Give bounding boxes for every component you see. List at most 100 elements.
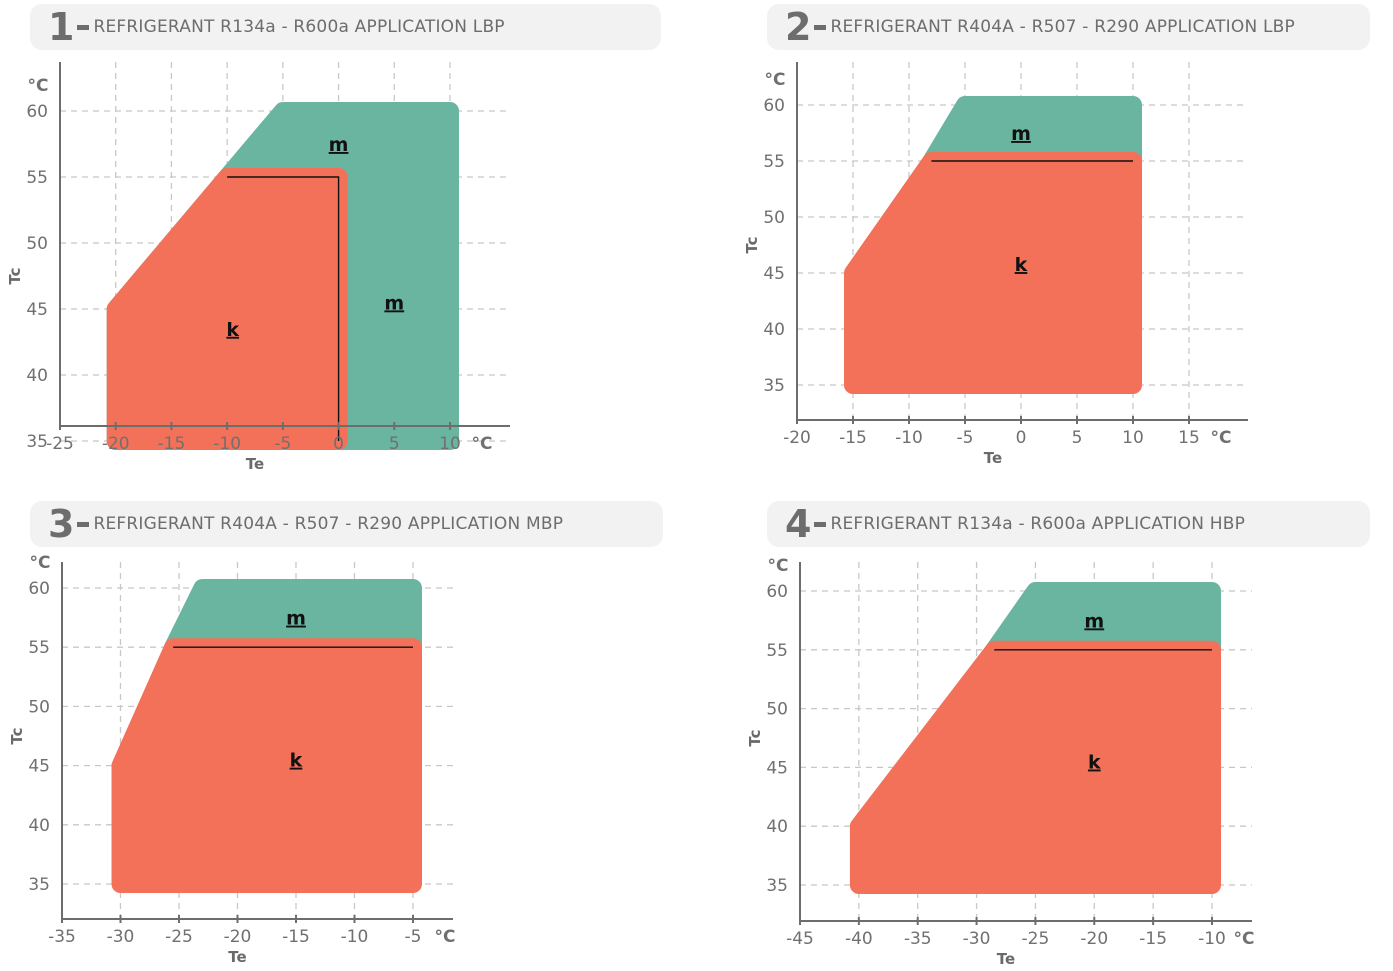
x-tick-label: -15 [158, 434, 186, 454]
panel-header-3: 3 REFRIGERANT R404A - R507 - R290 APPLIC… [30, 501, 663, 547]
y-tick-label: 45 [766, 758, 788, 778]
x-tick-label: -45 [786, 929, 814, 949]
y-tick-label: 40 [766, 817, 788, 837]
y-tick-label: 40 [763, 320, 785, 340]
y-axis-title: Tc [746, 729, 764, 746]
y-tick-label: 55 [763, 152, 785, 172]
x-tick-label: -15 [282, 927, 310, 947]
y-tick-label: 45 [28, 757, 50, 777]
panel-number: 2 [785, 5, 812, 49]
y-tick-label: 60 [26, 102, 48, 122]
envelope-chart-3: m k -35 -30 -25 -20 -15 -10 -5 °C 35 40 45 50 55 60 °C Te… [8, 553, 456, 966]
x-unit-label: °C [1211, 428, 1232, 448]
region-label-m: m [384, 292, 404, 314]
panel-title: REFRIGERANT R134a - R600a APPLICATION LB… [93, 17, 505, 37]
x-tick-label: -5 [957, 428, 974, 448]
y-tick-label: 55 [28, 638, 50, 658]
x-tick-label: 15 [1178, 428, 1200, 448]
x-tick-label: -25 [46, 434, 74, 454]
x-tick-label: -20 [1080, 929, 1108, 949]
region-label-k: k [226, 319, 239, 341]
x-tick-label: -15 [839, 428, 867, 448]
y-tick-label: 35 [766, 876, 788, 896]
y-tick-label: 45 [26, 300, 48, 320]
x-tick-label: -10 [895, 428, 923, 448]
y-tick-label: 60 [763, 96, 785, 116]
y-axis-title: Tc [8, 727, 26, 744]
x-tick-label: 0 [1016, 428, 1027, 448]
x-unit-label: °C [1234, 929, 1255, 949]
dash-icon [814, 24, 827, 30]
y-tick-label: 60 [766, 582, 788, 602]
x-tick-label: -20 [224, 927, 252, 947]
y-axis-title: Tc [6, 267, 24, 284]
panel-number: 4 [785, 502, 812, 546]
envelope-chart-2: m k -20 -15 -10 -5 0 5 10 15 °C 35 40 45 50 55 60 °C Te Tc [743, 62, 1248, 467]
panel-title: REFRIGERANT R134a - R600a APPLICATION HB… [830, 514, 1246, 534]
x-tick-label: 10 [439, 434, 461, 454]
y-axis-title: Tc [743, 236, 761, 253]
region-k [111, 638, 422, 893]
x-tick-label: 5 [389, 434, 400, 454]
region-label-m: m [329, 134, 349, 156]
region-label-k: k [1015, 254, 1028, 276]
y-unit-label: °C [765, 70, 786, 90]
envelope-chart-4: m k -45 -40 -35 -30 -25 -20 -15 -10 °C 35 40 45 50 55 60… [746, 556, 1255, 968]
x-tick-label: -20 [783, 428, 811, 448]
y-tick-label: 40 [28, 816, 50, 836]
x-tick-label: -5 [405, 927, 422, 947]
x-tick-label: -10 [341, 927, 369, 947]
x-tick-label: -30 [963, 929, 991, 949]
y-tick-label: 35 [28, 875, 50, 895]
region-label-m: m [1084, 610, 1104, 632]
y-tick-label: 60 [28, 579, 50, 599]
x-tick-label: -25 [165, 927, 193, 947]
y-tick-label: 45 [763, 264, 785, 284]
x-tick-label: -25 [1022, 929, 1050, 949]
y-tick-label: 50 [766, 700, 788, 720]
x-tick-label: 5 [1072, 428, 1083, 448]
panel-title: REFRIGERANT R404A - R507 - R290 APPLICAT… [93, 514, 564, 534]
x-tick-label: 10 [1122, 428, 1144, 448]
y-unit-label: °C [30, 553, 51, 573]
x-tick-label: -35 [904, 929, 932, 949]
x-tick-label: -20 [102, 434, 130, 454]
x-tick-label: 0 [333, 434, 344, 454]
y-tick-label: 40 [26, 366, 48, 386]
x-tick-label: -5 [274, 434, 291, 454]
x-tick-label: -10 [1198, 929, 1226, 949]
x-tick-label: -15 [1139, 929, 1167, 949]
x-axis-title: Te [997, 950, 1015, 968]
x-unit-label: °C [435, 927, 456, 947]
envelope-chart-1: m k m -25 -20 -15 -10 -5 0 5 10 °C 35 40 45 50 55 60 °C Te T… [6, 62, 510, 473]
panel-header-4: 4 REFRIGERANT R134a - R600a APPLICATION … [767, 501, 1370, 547]
x-axis-title: Te [246, 455, 264, 473]
y-unit-label: °C [768, 556, 789, 576]
dash-icon [814, 521, 827, 527]
x-tick-label: -40 [845, 929, 873, 949]
x-tick-label: -35 [48, 927, 76, 947]
y-tick-label: 55 [766, 641, 788, 661]
y-tick-label: 50 [763, 208, 785, 228]
dash-icon [77, 24, 90, 30]
panel-number: 1 [48, 5, 75, 49]
panel-header-1: 1 REFRIGERANT R134a - R600a APPLICATION … [30, 4, 661, 50]
x-tick-label: -10 [213, 434, 241, 454]
region-k [844, 152, 1142, 394]
region-label-m: m [1011, 123, 1031, 145]
y-unit-label: °C [28, 76, 49, 96]
x-axis-title: Te [228, 948, 246, 966]
x-unit-label: °C [472, 434, 493, 454]
x-tick-label: -30 [107, 927, 135, 947]
y-tick-label: 50 [26, 234, 48, 254]
region-label-k: k [290, 750, 303, 772]
region-label-m: m [286, 608, 306, 630]
region-k [849, 640, 1221, 894]
panel-title: REFRIGERANT R404A - R507 - R290 APPLICAT… [830, 17, 1295, 37]
y-tick-label: 50 [28, 697, 50, 717]
region-k [106, 168, 348, 450]
region-divider [227, 176, 340, 441]
y-tick-label: 35 [26, 432, 48, 452]
y-tick-label: 35 [763, 376, 785, 396]
region-label-k: k [1088, 752, 1101, 774]
